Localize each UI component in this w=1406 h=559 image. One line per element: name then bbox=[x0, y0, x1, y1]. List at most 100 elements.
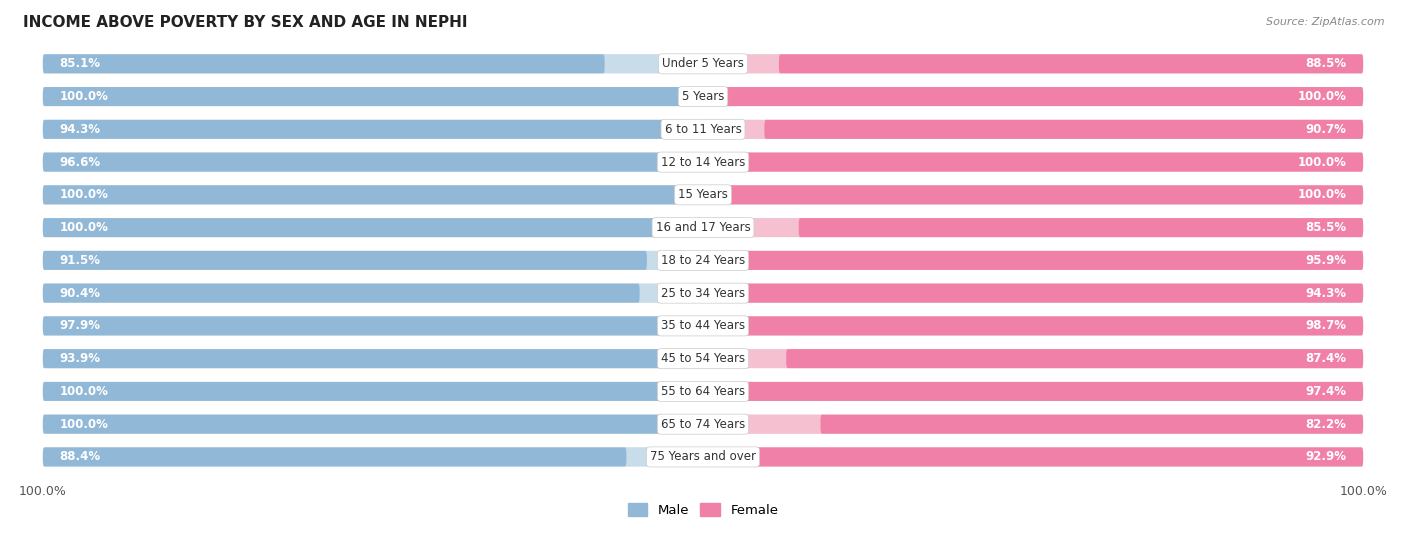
Text: 90.7%: 90.7% bbox=[1306, 123, 1347, 136]
FancyBboxPatch shape bbox=[711, 316, 1364, 335]
FancyBboxPatch shape bbox=[42, 316, 1364, 335]
Legend: Male, Female: Male, Female bbox=[623, 498, 783, 522]
FancyBboxPatch shape bbox=[42, 251, 703, 270]
Text: 100.0%: 100.0% bbox=[59, 221, 108, 234]
Text: 97.9%: 97.9% bbox=[59, 319, 100, 333]
FancyBboxPatch shape bbox=[42, 283, 703, 302]
Text: 100.0%: 100.0% bbox=[1298, 155, 1347, 169]
FancyBboxPatch shape bbox=[703, 251, 1364, 270]
FancyBboxPatch shape bbox=[703, 120, 1364, 139]
FancyBboxPatch shape bbox=[42, 87, 703, 106]
Text: 88.5%: 88.5% bbox=[1306, 58, 1347, 70]
Text: 45 to 54 Years: 45 to 54 Years bbox=[661, 352, 745, 365]
FancyBboxPatch shape bbox=[703, 87, 1364, 106]
Text: 96.6%: 96.6% bbox=[59, 155, 100, 169]
Text: Source: ZipAtlas.com: Source: ZipAtlas.com bbox=[1267, 17, 1385, 27]
FancyBboxPatch shape bbox=[42, 251, 647, 270]
FancyBboxPatch shape bbox=[703, 87, 1364, 106]
FancyBboxPatch shape bbox=[42, 54, 1364, 73]
FancyBboxPatch shape bbox=[720, 382, 1364, 401]
Text: 100.0%: 100.0% bbox=[59, 385, 108, 398]
Text: 97.4%: 97.4% bbox=[1306, 385, 1347, 398]
FancyBboxPatch shape bbox=[703, 447, 1364, 466]
FancyBboxPatch shape bbox=[42, 153, 681, 172]
FancyBboxPatch shape bbox=[703, 415, 1364, 434]
FancyBboxPatch shape bbox=[703, 218, 1364, 237]
Text: 98.7%: 98.7% bbox=[1306, 319, 1347, 333]
FancyBboxPatch shape bbox=[42, 87, 703, 106]
FancyBboxPatch shape bbox=[703, 153, 1364, 172]
Text: 94.3%: 94.3% bbox=[59, 123, 100, 136]
FancyBboxPatch shape bbox=[42, 415, 703, 434]
FancyBboxPatch shape bbox=[703, 283, 1364, 302]
FancyBboxPatch shape bbox=[42, 447, 627, 466]
Text: 90.4%: 90.4% bbox=[59, 287, 100, 300]
FancyBboxPatch shape bbox=[786, 349, 1364, 368]
FancyBboxPatch shape bbox=[741, 283, 1364, 302]
FancyBboxPatch shape bbox=[703, 153, 1364, 172]
Text: 65 to 74 Years: 65 to 74 Years bbox=[661, 418, 745, 430]
Text: 5 Years: 5 Years bbox=[682, 90, 724, 103]
Text: 94.3%: 94.3% bbox=[1306, 287, 1347, 300]
Text: 88.4%: 88.4% bbox=[59, 451, 100, 463]
Text: 93.9%: 93.9% bbox=[59, 352, 100, 365]
Text: INCOME ABOVE POVERTY BY SEX AND AGE IN NEPHI: INCOME ABOVE POVERTY BY SEX AND AGE IN N… bbox=[22, 15, 468, 30]
Text: 100.0%: 100.0% bbox=[59, 418, 108, 430]
Text: Under 5 Years: Under 5 Years bbox=[662, 58, 744, 70]
FancyBboxPatch shape bbox=[42, 283, 1364, 302]
FancyBboxPatch shape bbox=[703, 54, 1364, 73]
FancyBboxPatch shape bbox=[42, 54, 703, 73]
FancyBboxPatch shape bbox=[703, 186, 1364, 205]
FancyBboxPatch shape bbox=[42, 87, 1364, 106]
FancyBboxPatch shape bbox=[42, 283, 640, 302]
Text: 12 to 14 Years: 12 to 14 Years bbox=[661, 155, 745, 169]
Text: 100.0%: 100.0% bbox=[59, 188, 108, 201]
FancyBboxPatch shape bbox=[42, 415, 1364, 434]
FancyBboxPatch shape bbox=[42, 153, 1364, 172]
Text: 87.4%: 87.4% bbox=[1306, 352, 1347, 365]
FancyBboxPatch shape bbox=[42, 120, 703, 139]
FancyBboxPatch shape bbox=[749, 447, 1364, 466]
Text: 100.0%: 100.0% bbox=[1298, 188, 1347, 201]
FancyBboxPatch shape bbox=[42, 186, 1364, 205]
FancyBboxPatch shape bbox=[799, 218, 1364, 237]
FancyBboxPatch shape bbox=[42, 316, 689, 335]
FancyBboxPatch shape bbox=[730, 251, 1364, 270]
Text: 55 to 64 Years: 55 to 64 Years bbox=[661, 385, 745, 398]
FancyBboxPatch shape bbox=[821, 415, 1364, 434]
Text: 85.1%: 85.1% bbox=[59, 58, 100, 70]
Text: 82.2%: 82.2% bbox=[1306, 418, 1347, 430]
FancyBboxPatch shape bbox=[42, 382, 703, 401]
Text: 16 and 17 Years: 16 and 17 Years bbox=[655, 221, 751, 234]
FancyBboxPatch shape bbox=[703, 316, 1364, 335]
FancyBboxPatch shape bbox=[42, 218, 703, 237]
Text: 6 to 11 Years: 6 to 11 Years bbox=[665, 123, 741, 136]
FancyBboxPatch shape bbox=[42, 447, 1364, 466]
FancyBboxPatch shape bbox=[42, 186, 703, 205]
Text: 85.5%: 85.5% bbox=[1306, 221, 1347, 234]
Text: 75 Years and over: 75 Years and over bbox=[650, 451, 756, 463]
FancyBboxPatch shape bbox=[42, 251, 1364, 270]
FancyBboxPatch shape bbox=[703, 186, 1364, 205]
FancyBboxPatch shape bbox=[779, 54, 1364, 73]
Text: 100.0%: 100.0% bbox=[1298, 90, 1347, 103]
FancyBboxPatch shape bbox=[42, 316, 703, 335]
FancyBboxPatch shape bbox=[42, 153, 703, 172]
FancyBboxPatch shape bbox=[42, 447, 703, 466]
FancyBboxPatch shape bbox=[765, 120, 1364, 139]
FancyBboxPatch shape bbox=[42, 382, 703, 401]
FancyBboxPatch shape bbox=[42, 382, 1364, 401]
Text: 95.9%: 95.9% bbox=[1306, 254, 1347, 267]
FancyBboxPatch shape bbox=[703, 382, 1364, 401]
FancyBboxPatch shape bbox=[42, 349, 1364, 368]
FancyBboxPatch shape bbox=[42, 120, 665, 139]
Text: 100.0%: 100.0% bbox=[59, 90, 108, 103]
Text: 18 to 24 Years: 18 to 24 Years bbox=[661, 254, 745, 267]
Text: 92.9%: 92.9% bbox=[1306, 451, 1347, 463]
FancyBboxPatch shape bbox=[42, 218, 1364, 237]
Text: 35 to 44 Years: 35 to 44 Years bbox=[661, 319, 745, 333]
FancyBboxPatch shape bbox=[42, 349, 662, 368]
FancyBboxPatch shape bbox=[42, 186, 703, 205]
FancyBboxPatch shape bbox=[42, 349, 703, 368]
Text: 25 to 34 Years: 25 to 34 Years bbox=[661, 287, 745, 300]
